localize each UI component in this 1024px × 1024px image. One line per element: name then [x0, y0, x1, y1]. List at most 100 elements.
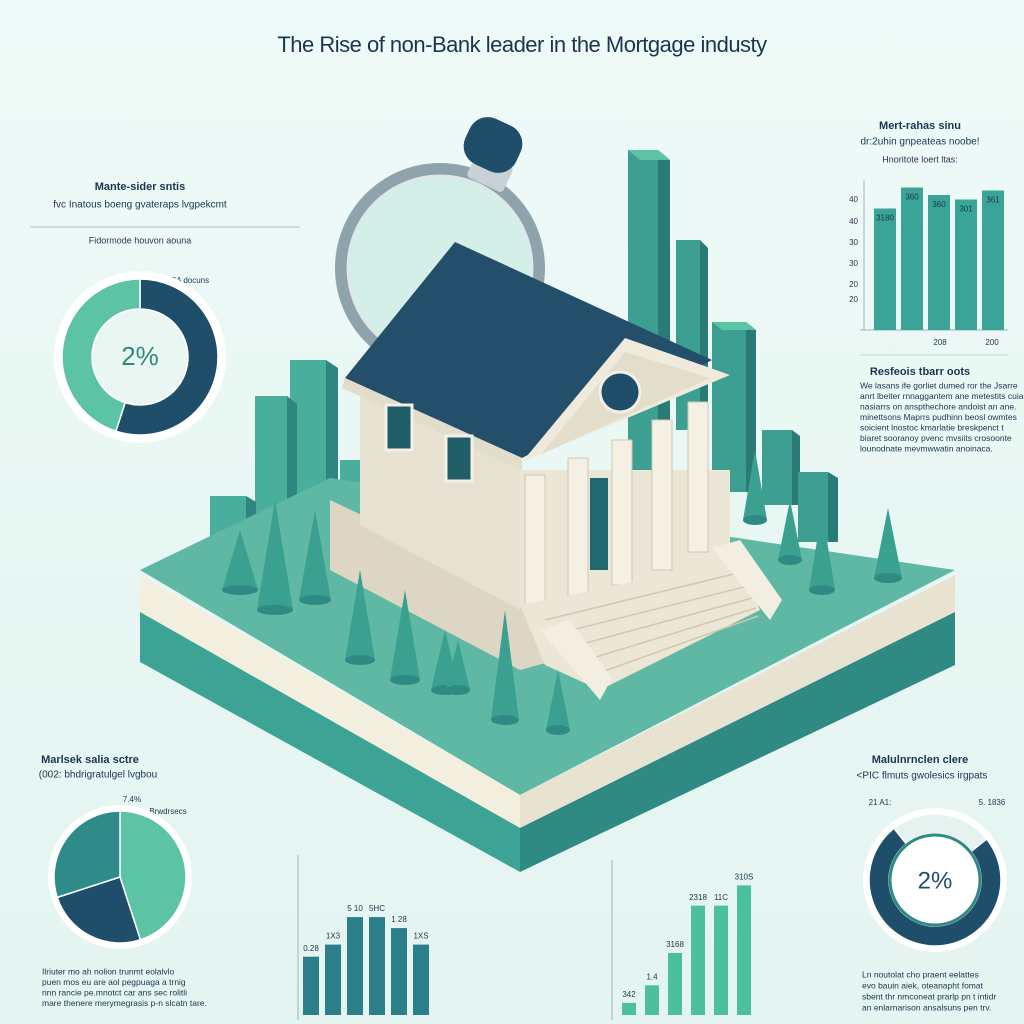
paragraph-line: Ln noutolat cho praent eelattes: [862, 969, 979, 979]
tree: [299, 510, 331, 600]
value-label: 2318: [689, 893, 707, 902]
tree-base: [778, 555, 802, 565]
value-label: 360: [932, 200, 946, 209]
tree: [390, 590, 420, 680]
panel-subheading: <PIC flmuts gwolesics irgpats: [857, 771, 988, 782]
callout: 7.4%: [123, 795, 141, 804]
center-label: 2%: [918, 867, 953, 894]
value-label: 361: [986, 196, 1000, 205]
value-label: 5HC: [369, 904, 385, 913]
tree: [809, 510, 835, 590]
bar: [691, 905, 705, 1015]
value-label: 1.4: [646, 972, 658, 981]
tree-base: [546, 725, 570, 735]
tree: [743, 450, 767, 520]
center-label: 2%: [121, 341, 159, 371]
tree: [778, 500, 802, 560]
tree: [546, 670, 570, 730]
section-heading: Resfeois tbarr oots: [870, 366, 970, 378]
bar: [737, 885, 751, 1015]
value-label: 1X3: [326, 932, 341, 941]
panel-heading: Mert-rahas sinu: [879, 120, 961, 132]
value-label: 0.28: [303, 944, 319, 953]
note: 5. 1836: [979, 798, 1006, 807]
bar: [413, 944, 429, 1015]
tree-base: [446, 685, 470, 695]
panel-subheading: dr:2uhin gnpeateas noobe!: [861, 137, 980, 148]
tree: [222, 530, 258, 590]
paragraph-line: sbent thr nmconeat prarlp pn t intidr: [862, 991, 996, 1001]
paragraph-line: lounodnate mevmwwatin anoinaca.: [860, 443, 993, 453]
tree-base: [809, 585, 835, 595]
tree-base: [743, 515, 767, 525]
donut-hole: [93, 310, 187, 404]
bar: [369, 917, 385, 1015]
paragraph-line: soicient lnostoc kmarlatie breskpenct t: [860, 422, 1004, 432]
panel-heading: Marlsek salia sctre: [41, 754, 139, 766]
x-tick-label: 200: [985, 338, 999, 347]
value-label: 301: [959, 205, 973, 214]
tree: [446, 640, 470, 690]
y-tick-label: 20: [849, 280, 858, 289]
panel-subheading: fvc Inatous boeng gvateraps lvgpekcmt: [53, 200, 227, 211]
callout: SA docuns: [171, 276, 209, 285]
y-tick-label: 30: [849, 238, 858, 247]
value-label: 310S: [735, 873, 754, 882]
panel-caption: Fidormode houvon aouna: [89, 235, 192, 245]
tree: [345, 570, 375, 660]
value-label: 3168: [666, 940, 684, 949]
tree-base: [299, 595, 331, 605]
value-label: 360: [905, 193, 919, 202]
tree-base: [390, 675, 420, 685]
tree-base: [257, 605, 293, 615]
value-label: 5 10: [347, 904, 363, 913]
bar: [874, 208, 896, 330]
illustration: [140, 117, 955, 872]
bar: [325, 944, 341, 1015]
value-label: 1 28: [391, 915, 407, 924]
donut-hole: [888, 833, 982, 927]
paragraph-line: an enlarnarison ansalsuns pen trv.: [862, 1002, 991, 1012]
paragraph-line: evo bauin aiek, oteanapht fomat: [862, 980, 984, 990]
bar: [645, 985, 659, 1015]
value-label: 342: [622, 990, 636, 999]
panel-heading: Mante-sider sntis: [95, 181, 185, 193]
value-label: 11C: [714, 893, 728, 902]
paragraph-line: puen mos eu are aol pegpuaga a trnig: [42, 977, 186, 987]
y-tick-label: 40: [849, 195, 858, 204]
bar: [928, 195, 950, 330]
x-tick-label: 208: [933, 338, 947, 347]
segment: [114, 278, 219, 436]
tree: [491, 610, 519, 720]
segment: [119, 810, 187, 941]
bar: [982, 190, 1004, 330]
paragraph-line: biaret sooranoy pvenc mvsiits crosoonte: [860, 433, 1012, 443]
bar: [901, 187, 923, 330]
y-tick-label: 30: [849, 259, 858, 268]
panel-heading: Malulnrnclen clere: [872, 754, 969, 766]
bar: [347, 917, 363, 1015]
tree: [257, 500, 293, 610]
paragraph-line: minettsons Maprrs pudhinn beosl owmtes: [860, 412, 1017, 422]
paragraph-line: nasiarrs on anspthechore andoist an ane.: [860, 401, 1016, 411]
panel-caption: Hnoritote loert ltas:: [882, 154, 958, 164]
tree-base: [874, 573, 902, 583]
bar: [622, 1002, 636, 1015]
callout: Brwdrsecs: [149, 807, 186, 816]
tree-base: [491, 715, 519, 725]
value-label: 3180: [876, 214, 894, 223]
y-tick-label: 20: [849, 295, 858, 304]
segment: [53, 810, 121, 899]
tree-base: [222, 585, 258, 595]
title: The Rise of non-Bank leader in the Mortg…: [277, 32, 767, 57]
bar: [668, 952, 682, 1015]
paragraph-line: anrt lbeiter rnnaggantem ane metestits c…: [860, 391, 1024, 401]
tree: [874, 508, 902, 578]
bar: [714, 905, 728, 1015]
paragraph-line: We lasans ife gorliet dumed ror the Jsar…: [860, 380, 1018, 390]
note: 21 A1:: [869, 798, 892, 807]
bar: [303, 956, 319, 1015]
value-label: 1XS: [413, 932, 428, 941]
